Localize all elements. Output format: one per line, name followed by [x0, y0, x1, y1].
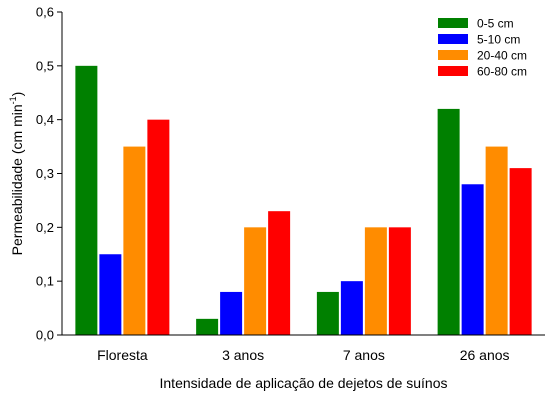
y-tick-label: 0,1: [36, 274, 54, 289]
bar-0-5cm-7-anos: [316, 291, 339, 335]
bar-20-40cm-7-anos: [364, 227, 387, 335]
bar-0-5cm-3-anos: [196, 318, 219, 335]
x-axis-category-labels: Floresta 3 anos 7 anos 26 anos: [97, 347, 509, 363]
y-tick-label: 0,3: [36, 166, 54, 181]
legend: 0-5 cm 5-10 cm 20-40 cm 60-80 cm: [438, 17, 527, 79]
bar-20-40cm-3-anos: [244, 227, 267, 335]
bar-60-80cm-3-anos: [268, 211, 291, 335]
y-tick-label: 0,4: [36, 112, 54, 127]
bar-5-10cm-26-anos: [461, 184, 484, 335]
x-category-label: 7 anos: [343, 347, 385, 363]
x-axis-title: Intensidade de aplicação de dejetos de s…: [160, 375, 448, 391]
y-axis-title-superscript: -1: [8, 96, 18, 104]
legend-swatch: [438, 34, 468, 44]
bars: [75, 65, 532, 336]
bar-60-80cm-7-anos: [388, 227, 411, 335]
legend-label: 5-10 cm: [477, 33, 520, 47]
y-tick-label: 0,5: [36, 58, 54, 73]
y-axis-title-main: Permeabilidade (cm min: [9, 104, 25, 255]
bar-5-10cm-floresta: [99, 254, 122, 335]
bar-0-5cm-26-anos: [437, 108, 460, 336]
y-tick-label: 0,2: [36, 220, 54, 235]
bar-0-5cm-floresta: [75, 65, 98, 335]
bar-5-10cm-3-anos: [220, 291, 243, 335]
y-axis-title: Permeabilidade (cm min-1): [8, 92, 25, 256]
legend-swatch: [438, 66, 468, 76]
legend-swatch: [438, 50, 468, 60]
legend-label: 0-5 cm: [477, 17, 514, 31]
y-tick-label: 0,0: [36, 328, 54, 343]
x-category-label: 3 anos: [222, 347, 264, 363]
y-tick-label: 0,6: [36, 5, 54, 20]
bar-60-80cm-26-anos: [509, 168, 532, 335]
bar-20-40cm-floresta: [123, 146, 146, 335]
bar-60-80cm-floresta: [147, 119, 170, 336]
y-axis-ticks: 0,0 0,1 0,2 0,3 0,4 0,5 0,6: [36, 5, 62, 343]
legend-label: 20-40 cm: [477, 49, 527, 63]
bar-5-10cm-7-anos: [340, 281, 363, 335]
legend-swatch: [438, 18, 468, 28]
x-category-label: 26 anos: [460, 347, 510, 363]
x-category-label: Floresta: [97, 347, 148, 363]
bar-20-40cm-26-anos: [485, 146, 508, 335]
legend-label: 60-80 cm: [477, 65, 527, 79]
y-axis-title-suffix: ): [9, 92, 25, 97]
